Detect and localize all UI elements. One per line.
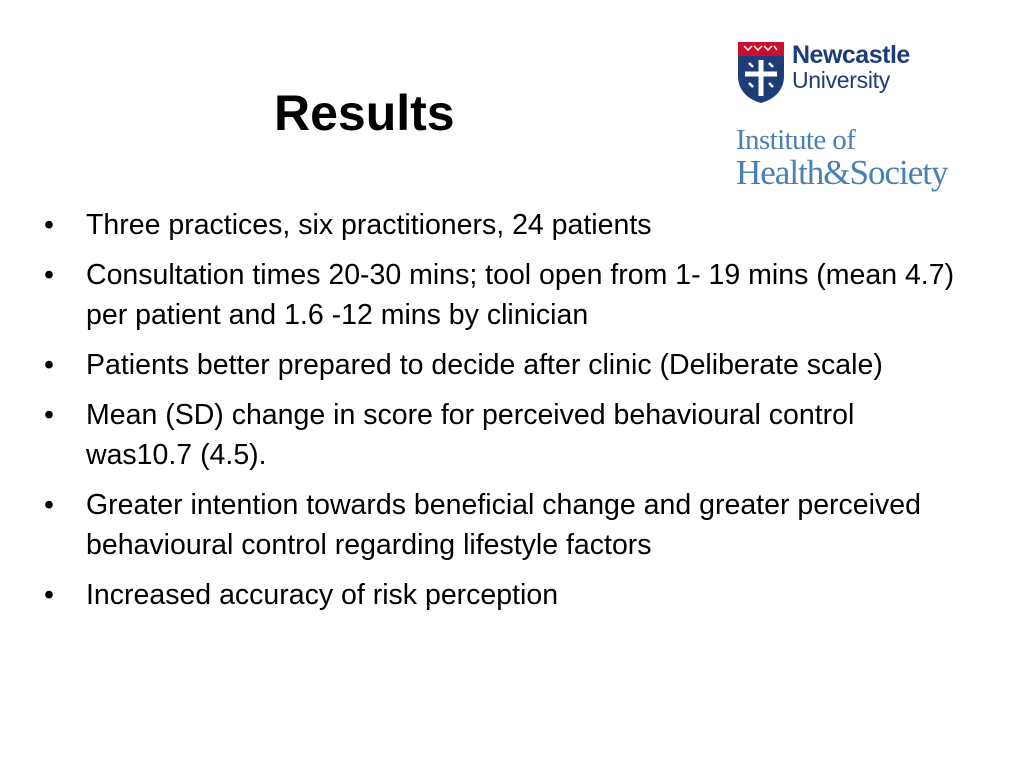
bullet-marker: • [44,399,54,431]
bullet-item: • Three practices, six practitioners, 24… [44,205,964,245]
bullet-marker: • [44,579,54,611]
bullet-marker: • [44,209,54,241]
bullet-text: Patients better prepared to decide after… [86,349,883,381]
bullet-item: • Greater intention towards beneficial c… [44,485,964,565]
institute-logo-line2: Health&Society [736,153,949,192]
institute-health-society-logo: Institute of Health&Society [736,124,1006,194]
institute-logo-line1: Institute of [736,124,856,156]
bullet-marker: • [44,489,54,521]
newcastle-logo-line1: Newcastle [792,41,910,69]
newcastle-university-logo: Newcastle University [736,40,936,110]
bullet-item: • Consultation times 20-30 mins; tool op… [44,255,964,335]
slide-title: Results [274,85,455,141]
bullet-text: Three practices, six practitioners, 24 p… [86,209,652,241]
bullet-item: • Increased accuracy of risk perception [44,575,964,615]
bullet-marker: • [44,349,54,381]
bullet-text: Greater intention towards beneficial cha… [86,489,921,561]
bullet-marker: • [44,259,54,291]
newcastle-logo-line2: University [792,67,890,93]
university-shield-icon [738,42,784,103]
bullet-item: • Patients better prepared to decide aft… [44,345,964,385]
bullet-item: • Mean (SD) change in score for perceive… [44,395,964,475]
bullet-text: Consultation times 20-30 mins; tool open… [86,259,955,331]
bullet-text: Increased accuracy of risk perception [86,579,559,611]
bullet-text: Mean (SD) change in score for perceived … [86,399,855,471]
bullet-list: • Three practices, six practitioners, 24… [44,205,964,625]
